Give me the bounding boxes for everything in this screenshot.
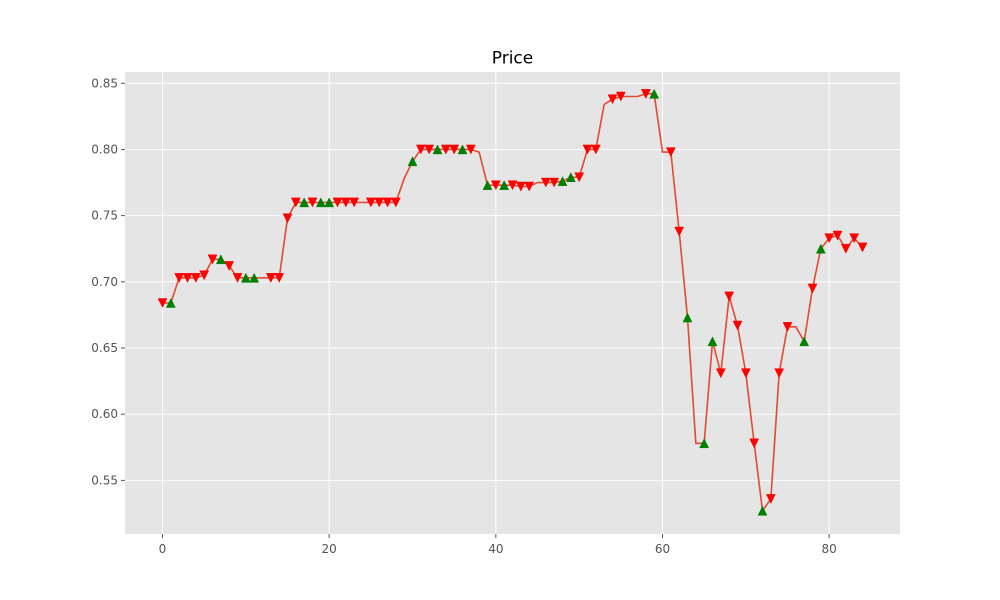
buy-signal-marker bbox=[249, 272, 260, 283]
y-tick-label: 0.75 bbox=[91, 209, 118, 223]
y-tick-label: 0.85 bbox=[91, 76, 118, 90]
x-axis: 0 20 40 60 80 bbox=[159, 534, 837, 556]
sell-signal-markers bbox=[157, 89, 868, 504]
buy-signal-marker bbox=[432, 144, 443, 155]
y-tick-label: 0.60 bbox=[91, 407, 118, 421]
sell-signal-marker bbox=[524, 181, 535, 192]
sell-signal-marker bbox=[232, 273, 243, 283]
sell-signal-marker bbox=[732, 320, 743, 331]
y-tick-label: 0.55 bbox=[91, 473, 118, 487]
sell-signal-marker bbox=[665, 147, 676, 158]
buy-signal-marker bbox=[499, 180, 510, 190]
buy-signal-marker bbox=[557, 176, 568, 186]
buy-signal-marker bbox=[457, 144, 468, 155]
sell-signal-marker bbox=[274, 273, 285, 283]
sell-signal-marker bbox=[849, 233, 860, 244]
sell-signal-marker bbox=[674, 226, 685, 237]
buy-signal-marker bbox=[315, 197, 326, 208]
y-tick-label: 0.70 bbox=[91, 275, 118, 289]
sell-signal-marker bbox=[740, 368, 751, 379]
buy-signal-marker bbox=[682, 312, 693, 323]
y-tick-label: 0.80 bbox=[91, 142, 118, 156]
buy-signal-marker bbox=[240, 272, 251, 283]
sell-signal-marker bbox=[724, 291, 735, 302]
buy-signal-marker bbox=[707, 336, 718, 347]
buy-signal-marker bbox=[215, 254, 226, 265]
x-tick-label: 0 bbox=[159, 542, 167, 556]
sell-signal-marker bbox=[449, 144, 460, 155]
x-tick-label: 80 bbox=[822, 542, 837, 556]
sell-signal-marker bbox=[540, 177, 551, 188]
sell-signal-marker bbox=[590, 144, 601, 155]
sell-signal-marker bbox=[774, 368, 785, 379]
sell-signal-marker bbox=[390, 197, 401, 208]
buy-signal-marker bbox=[482, 180, 493, 190]
sell-signal-marker bbox=[332, 197, 343, 208]
sell-signal-marker bbox=[282, 213, 293, 224]
sell-signal-marker bbox=[640, 89, 651, 99]
sell-signal-marker bbox=[582, 144, 593, 155]
buy-signal-marker bbox=[165, 297, 176, 308]
sell-signal-marker bbox=[224, 261, 235, 271]
sell-signal-marker bbox=[382, 197, 393, 208]
sell-signal-marker bbox=[307, 197, 318, 208]
sell-signal-marker bbox=[207, 254, 218, 265]
y-tick-label: 0.65 bbox=[91, 341, 118, 355]
buy-signal-marker bbox=[799, 336, 810, 347]
sell-signal-marker bbox=[574, 172, 585, 183]
chart-title: Price bbox=[492, 49, 533, 69]
sell-signal-marker bbox=[365, 197, 376, 208]
sell-signal-marker bbox=[265, 273, 276, 283]
plot-area bbox=[125, 72, 900, 534]
sell-signal-marker bbox=[515, 181, 526, 192]
x-tick-label: 20 bbox=[322, 542, 337, 556]
sell-signal-marker bbox=[807, 283, 818, 294]
buy-signal-marker bbox=[757, 505, 768, 516]
buy-signal-marker bbox=[649, 88, 660, 99]
sell-signal-marker bbox=[490, 180, 501, 191]
sell-signal-marker bbox=[174, 273, 185, 283]
sell-signal-marker bbox=[415, 144, 426, 155]
buy-signal-marker bbox=[565, 172, 576, 182]
buy-signal-marker bbox=[699, 438, 710, 449]
sell-signal-marker bbox=[190, 273, 201, 283]
sell-signal-marker bbox=[465, 144, 476, 155]
sell-signal-marker bbox=[607, 94, 618, 105]
sell-signal-marker bbox=[832, 230, 843, 241]
sell-signal-marker bbox=[824, 233, 835, 244]
buy-signal-marker bbox=[815, 243, 826, 254]
sell-signal-marker bbox=[374, 197, 385, 208]
buy-signal-marker bbox=[324, 197, 335, 208]
sell-signal-marker bbox=[349, 197, 360, 208]
sell-signal-marker bbox=[615, 91, 626, 102]
sell-signal-marker bbox=[182, 273, 193, 283]
sell-signal-marker bbox=[840, 243, 851, 254]
sell-signal-marker bbox=[782, 322, 793, 332]
sell-signal-marker bbox=[290, 197, 301, 208]
buy-signal-marker bbox=[407, 156, 418, 167]
sell-signal-marker bbox=[440, 144, 451, 155]
sell-signal-marker bbox=[199, 270, 210, 281]
sell-signal-marker bbox=[549, 177, 560, 188]
buy-signal-markers bbox=[165, 88, 826, 516]
sell-signal-marker bbox=[765, 494, 776, 504]
sell-signal-marker bbox=[749, 438, 760, 449]
sell-signal-marker bbox=[715, 368, 726, 379]
sell-signal-marker bbox=[340, 197, 351, 208]
sell-signal-marker bbox=[857, 242, 868, 253]
x-tick-label: 40 bbox=[488, 542, 503, 556]
y-axis: 0.55 0.60 0.65 0.70 0.75 0.80 0.85 bbox=[91, 76, 125, 487]
x-tick-label: 60 bbox=[655, 542, 670, 556]
buy-signal-marker bbox=[299, 197, 310, 208]
sell-signal-marker bbox=[507, 180, 518, 191]
sell-signal-marker bbox=[157, 298, 168, 309]
sell-signal-marker bbox=[424, 144, 435, 155]
